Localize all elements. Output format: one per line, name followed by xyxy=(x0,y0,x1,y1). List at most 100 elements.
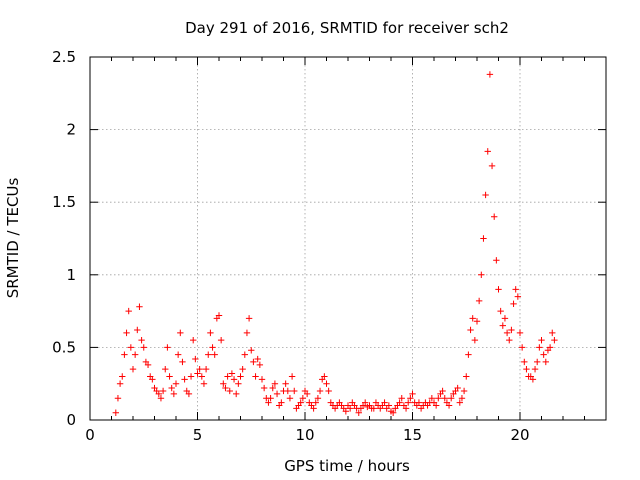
data-point xyxy=(205,351,212,358)
data-point xyxy=(536,344,543,351)
data-point xyxy=(136,303,143,310)
data-point xyxy=(116,380,124,387)
data-point xyxy=(127,344,135,351)
data-point xyxy=(435,395,442,402)
data-point xyxy=(134,326,141,334)
data-point xyxy=(250,358,257,366)
data-point xyxy=(398,395,405,402)
data-point xyxy=(248,347,255,354)
data-point xyxy=(254,355,261,363)
data-point xyxy=(299,395,307,402)
data-point xyxy=(174,351,182,358)
data-point xyxy=(463,373,470,380)
data-point xyxy=(473,318,481,325)
data-point xyxy=(428,395,436,402)
data-point xyxy=(166,373,173,380)
data-point xyxy=(454,384,461,392)
data-point xyxy=(271,380,279,387)
data-point xyxy=(258,376,266,383)
data-point xyxy=(291,387,298,395)
data-point xyxy=(207,329,214,337)
data-point xyxy=(224,373,231,380)
data-point xyxy=(534,358,541,366)
data-point xyxy=(159,387,167,395)
data-point xyxy=(362,399,369,406)
data-point xyxy=(209,344,216,351)
data-point xyxy=(172,380,180,387)
data-point xyxy=(471,336,479,344)
data-point xyxy=(185,390,193,398)
data-point xyxy=(501,315,509,322)
x-tick-label: 10 xyxy=(295,426,314,444)
data-point xyxy=(521,358,528,366)
data-point xyxy=(157,395,165,402)
data-point xyxy=(370,405,377,412)
data-point xyxy=(129,365,137,373)
data-point xyxy=(510,300,517,308)
data-point xyxy=(217,336,225,344)
data-point xyxy=(228,370,236,377)
data-point xyxy=(518,344,526,351)
data-point xyxy=(202,365,210,373)
data-point xyxy=(278,399,285,406)
plot-frame xyxy=(89,56,607,421)
data-point xyxy=(310,405,317,412)
data-point xyxy=(346,405,354,412)
data-point xyxy=(245,315,253,322)
data-point xyxy=(196,365,203,373)
data-point xyxy=(273,390,281,398)
data-point xyxy=(432,402,440,409)
data-point xyxy=(441,395,448,402)
data-point xyxy=(288,373,296,380)
data-point xyxy=(488,162,496,170)
data-point xyxy=(439,387,446,395)
data-point xyxy=(211,351,218,358)
data-point xyxy=(198,373,205,380)
data-point xyxy=(499,322,506,329)
data-point xyxy=(514,293,522,300)
data-point xyxy=(546,344,554,351)
data-point xyxy=(149,376,156,383)
data-point xyxy=(170,390,178,398)
data-point xyxy=(164,344,171,351)
data-point xyxy=(239,365,246,373)
data-point xyxy=(478,271,485,278)
data-point xyxy=(235,380,242,387)
y-tick-label: 0.5 xyxy=(52,338,76,356)
x-axis-label: GPS time / hours xyxy=(284,457,410,475)
data-point xyxy=(114,395,122,402)
data-point xyxy=(312,399,319,406)
axis-ticks: 0 5 10 15 20 0 0.5 1 1.5 2 2.5 xyxy=(52,48,606,444)
data-point xyxy=(222,384,229,392)
data-point xyxy=(243,329,251,337)
data-point xyxy=(230,376,238,383)
data-point xyxy=(282,380,289,387)
data-point xyxy=(523,365,530,373)
data-point xyxy=(480,235,487,242)
data-point xyxy=(460,387,468,395)
y-tick-label: 2.5 xyxy=(52,48,76,66)
data-point xyxy=(119,373,126,380)
data-point xyxy=(241,351,248,358)
y-tick-label: 0 xyxy=(66,411,76,429)
data-point xyxy=(192,355,199,363)
data-point xyxy=(260,384,268,392)
data-point xyxy=(267,395,274,402)
data-point xyxy=(190,336,197,344)
data-point xyxy=(503,329,511,337)
data-point xyxy=(529,376,537,383)
data-point xyxy=(549,329,556,337)
data-point xyxy=(233,390,240,398)
data-point xyxy=(140,344,147,351)
data-point xyxy=(194,370,201,377)
data-point xyxy=(226,387,233,395)
data-point xyxy=(497,307,504,315)
data-point xyxy=(316,387,324,395)
data-point xyxy=(181,376,188,383)
data-point xyxy=(506,336,513,344)
data-point xyxy=(112,409,119,416)
data-point xyxy=(469,315,476,322)
data-point xyxy=(512,286,519,293)
data-point xyxy=(495,286,502,293)
